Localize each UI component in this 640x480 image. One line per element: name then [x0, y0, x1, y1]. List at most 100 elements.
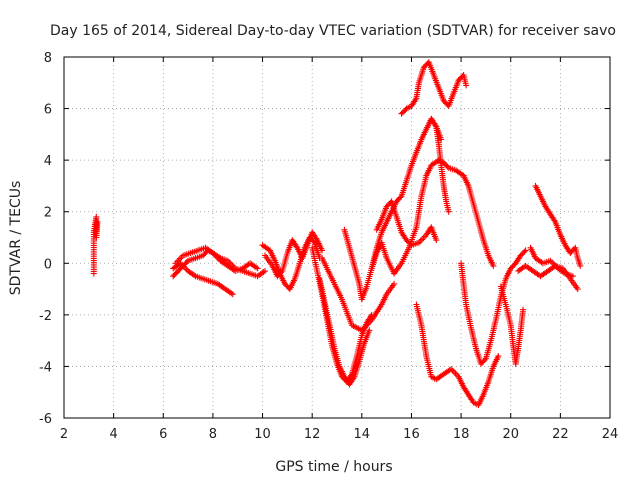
- data-point-marker: [195, 245, 207, 254]
- x-tick-label: 4: [109, 427, 117, 442]
- data-point-marker: [267, 247, 278, 262]
- data-point-marker: [353, 334, 365, 360]
- data-point-marker: [291, 262, 303, 282]
- data-point-marker: [502, 301, 514, 327]
- data-point-marker: [200, 275, 212, 284]
- data-point-marker: [336, 363, 347, 378]
- y-tick-label: 0: [44, 257, 52, 272]
- data-point-marker: [455, 373, 466, 389]
- series-early-arc: [90, 213, 101, 277]
- data-point-marker: [398, 179, 409, 200]
- data-point-marker: [475, 219, 486, 242]
- data-point-marker: [413, 81, 422, 102]
- data-point-marker: [460, 384, 471, 397]
- data-point-marker: [202, 244, 215, 255]
- data-point-marker: [207, 278, 219, 287]
- data-point-marker: [383, 199, 394, 210]
- data-point-marker: [408, 240, 420, 249]
- data-point-marker: [522, 262, 535, 273]
- y-tick-label: 2: [44, 206, 52, 221]
- data-point-marker: [398, 229, 409, 242]
- data-point-marker: [557, 231, 568, 247]
- data-point-marker: [552, 219, 563, 237]
- data-point-marker: [180, 250, 192, 259]
- data-point-marker: [299, 244, 310, 262]
- data-point-marker: [378, 239, 389, 260]
- data-point-marker: [378, 205, 389, 223]
- data-point-marker: [540, 258, 552, 267]
- data-point-marker: [341, 226, 352, 249]
- x-tick-label: 2: [60, 427, 68, 442]
- data-point-marker: [460, 172, 471, 188]
- chart-title: Day 165 of 2014, Sidereal Day-to-day VTE…: [50, 23, 616, 39]
- data-point-marker: [339, 296, 355, 327]
- data-point-marker: [415, 66, 427, 86]
- data-point-marker: [214, 280, 227, 291]
- x-tick-label: 10: [254, 427, 271, 442]
- data-point-marker: [393, 194, 404, 205]
- data-point-marker: [465, 391, 476, 404]
- data-point-marker: [346, 375, 357, 388]
- data-point-marker: [487, 319, 499, 344]
- data-point-marker: [425, 59, 437, 77]
- data-point-marker: [361, 327, 373, 347]
- series-arc-p: [497, 283, 527, 367]
- data-point-marker: [185, 255, 197, 264]
- data-point-marker: [224, 262, 237, 273]
- data-point-marker: [435, 84, 446, 102]
- data-point-marker: [445, 164, 458, 173]
- data-point-marker: [247, 260, 261, 272]
- data-point-marker: [532, 182, 543, 198]
- data-point-marker: [358, 285, 370, 303]
- data-point-marker: [468, 324, 479, 350]
- data-point-marker: [329, 275, 345, 301]
- data-point-marker: [450, 79, 461, 97]
- data-point-marker: [309, 229, 320, 242]
- data-point-marker: [348, 322, 364, 333]
- data-point-marker: [445, 91, 456, 109]
- data-point-marker: [356, 342, 367, 365]
- data-point-marker: [170, 269, 180, 280]
- data-point-marker: [319, 255, 335, 280]
- data-point-marker: [547, 257, 560, 270]
- data-point-marker: [465, 182, 476, 205]
- y-tick-label: 6: [44, 103, 52, 118]
- data-point-marker: [507, 261, 518, 272]
- data-point-marker: [460, 72, 470, 89]
- data-point-marker: [192, 253, 205, 262]
- data-point-marker: [428, 115, 439, 129]
- data-point-marker: [406, 226, 419, 251]
- series-arc-m: [428, 115, 452, 215]
- data-point-marker: [463, 301, 474, 329]
- x-tick-label: 6: [159, 427, 167, 442]
- data-point-marker: [418, 127, 429, 143]
- data-point-marker: [418, 174, 429, 200]
- data-point-marker: [460, 280, 469, 306]
- data-point-marker: [440, 367, 453, 378]
- data-point-marker: [224, 257, 237, 270]
- data-point-marker: [383, 210, 394, 225]
- data-point-marker: [470, 201, 481, 223]
- data-point-marker: [527, 244, 538, 260]
- data-point-marker: [562, 270, 576, 280]
- data-point-marker: [309, 244, 320, 272]
- data-point-marker: [438, 162, 447, 187]
- data-point-marker: [497, 283, 509, 306]
- series-arc-b: [170, 260, 236, 298]
- data-point-marker: [433, 123, 442, 146]
- data-point-marker: [388, 198, 399, 218]
- data-point-marker: [473, 345, 484, 365]
- x-tick-label: 14: [354, 427, 371, 442]
- data-point-marker: [413, 195, 425, 231]
- data-point-marker: [351, 360, 362, 380]
- data-point-marker: [403, 103, 413, 112]
- data-point-marker: [443, 198, 452, 215]
- y-tick-label: -6: [39, 412, 52, 427]
- plot-frame: [63, 56, 611, 419]
- data-point-marker: [408, 96, 419, 109]
- data-point-marker: [482, 339, 494, 362]
- data-point-marker: [383, 280, 398, 298]
- x-tick-label: 22: [552, 427, 569, 442]
- data-point-marker: [490, 353, 502, 370]
